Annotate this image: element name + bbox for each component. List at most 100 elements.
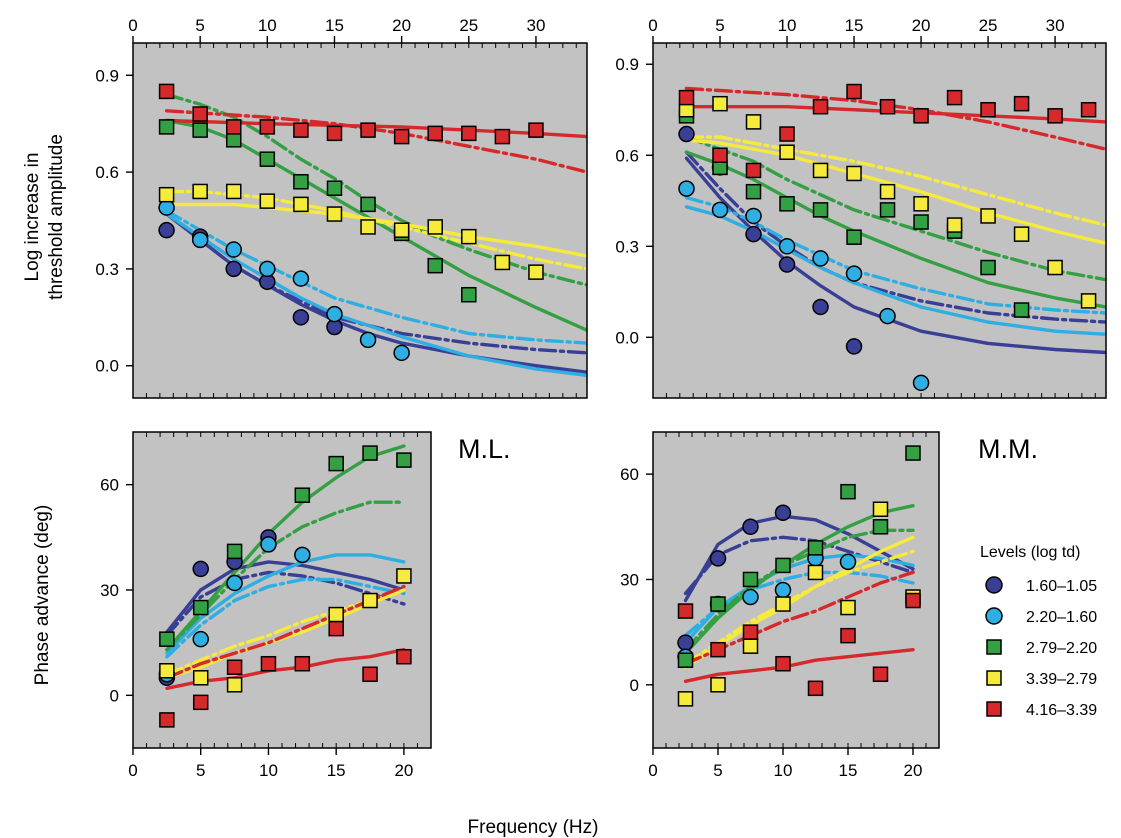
data-point-square	[677, 603, 694, 619]
data-point-square	[528, 264, 544, 280]
data-point-circle	[677, 634, 694, 651]
y-tick-label: 0.3	[615, 237, 639, 256]
y-tick-label: 0.3	[95, 260, 119, 279]
data-point-square	[192, 670, 209, 686]
phase-ylabel: Phase advance (deg)	[32, 505, 53, 686]
data-point-square	[494, 254, 511, 271]
axis-ticks: 0 5 10 15 20 25 30 0.0 0.3 0.6 0.9	[95, 16, 577, 398]
data-point-square	[846, 229, 862, 245]
plot-frame	[132, 42, 588, 399]
x-tick-label: 25	[459, 16, 478, 35]
data-point-square	[159, 712, 175, 728]
data-point-square	[807, 564, 824, 581]
data-point-square	[840, 627, 856, 644]
data-point-square	[158, 186, 175, 203]
y-tick-label: 60	[100, 476, 119, 495]
chart-panels: 0 5 10 15 20 25 300.00.30.60.90 5 10 15 20 25 300.00…	[95, 16, 1107, 780]
fit-curve-dashdot	[164, 209, 587, 345]
legend-item: 1.60–1.05	[985, 576, 1097, 595]
data-point-square	[980, 208, 996, 224]
data-point-square	[259, 119, 276, 135]
x-tick-label: 10	[258, 16, 277, 35]
data-point-square	[260, 655, 277, 672]
data-point-circle	[393, 344, 410, 362]
x-tick-label: 0	[648, 761, 657, 780]
x-tick-label: 0	[128, 16, 137, 35]
data-point-square	[905, 592, 921, 609]
data-point-square	[225, 183, 242, 200]
data-point-square	[1047, 259, 1063, 276]
fit-curve-solid	[164, 212, 587, 378]
data-point-square	[775, 557, 791, 574]
data-point-square	[872, 666, 889, 683]
data-point-square	[396, 568, 412, 584]
axis-ticks: 0 5 10 15 20 0 30 60	[620, 432, 940, 780]
plot-frame	[652, 431, 940, 749]
data-point-circle	[326, 305, 343, 323]
data-point-square	[779, 196, 795, 212]
data-point-square	[225, 119, 242, 135]
data-point-square	[192, 122, 208, 138]
data-point-square	[812, 98, 829, 115]
data-point-circle	[226, 574, 243, 592]
data-point-square	[494, 128, 511, 145]
data-point-square	[393, 222, 410, 238]
data-point-square	[742, 571, 759, 588]
data-point-square	[1080, 293, 1097, 309]
x-tick-label: 20	[912, 16, 931, 35]
fit-curve-dashdot	[165, 577, 406, 659]
y-tick-label: 0.9	[615, 55, 639, 74]
x-tick-label: 5	[196, 761, 205, 780]
data-point-square	[259, 193, 276, 209]
fit-curve-solid	[683, 648, 915, 683]
data-point-square	[192, 599, 209, 616]
data-point-square	[225, 132, 242, 148]
data-point-circle	[259, 260, 276, 278]
data-point-square	[362, 666, 378, 683]
data-point-circle	[912, 374, 930, 392]
data-point-square	[360, 122, 376, 138]
data-point-square	[879, 202, 896, 218]
data-point-square	[742, 638, 759, 654]
subject-label-ml: M.L.	[458, 434, 511, 464]
x-tick-label: 10	[259, 761, 278, 780]
data-point-square	[1013, 95, 1030, 112]
x-tick-label: 5	[715, 16, 724, 35]
y-tick-label: 0.9	[95, 66, 119, 85]
axis-ticks: 0 5 10 15 20 0 30 60	[100, 432, 432, 780]
data-point-square	[396, 648, 412, 665]
data-point-square	[775, 655, 791, 672]
legend-item: 2.20–1.60	[985, 607, 1097, 626]
data-point-circle	[742, 588, 759, 606]
data-point-circle	[260, 536, 277, 553]
data-point-square	[745, 162, 762, 179]
data-point-square	[846, 165, 862, 182]
data-point-square	[461, 125, 477, 142]
y-tick-label: 0.6	[615, 146, 639, 165]
data-point-square	[872, 519, 889, 535]
data-point-square	[913, 108, 929, 124]
data-point-square	[192, 183, 208, 200]
data-point-square	[710, 596, 726, 612]
data-point-square	[946, 89, 963, 106]
data-point-circle	[839, 553, 857, 571]
data-point-circle	[359, 331, 377, 349]
data-point-square	[192, 694, 209, 711]
data-point-square	[259, 151, 276, 167]
plot-frame	[132, 431, 432, 749]
data-points	[158, 83, 544, 362]
data-point-circle	[192, 630, 209, 648]
panel-phase_ml: 0 5 10 15 20 0 30 60	[100, 431, 432, 780]
data-points	[158, 445, 412, 728]
data-point-square	[192, 106, 208, 122]
data-point-circle	[294, 546, 311, 564]
panel-amp_mm: 0 5 10 15 20 25 30 0.0 0.3 0.6 0.9	[615, 16, 1107, 399]
data-point-square	[775, 596, 791, 612]
data-point-square	[461, 228, 477, 245]
data-point-square	[293, 196, 309, 213]
amplitude-ylabel-line2: threshold amplitude	[46, 134, 67, 300]
x-tick-label: 15	[327, 761, 346, 780]
x-tick-label: 30	[1046, 16, 1065, 35]
data-point-square	[779, 144, 795, 160]
y-tick-label: 0.6	[95, 163, 119, 182]
